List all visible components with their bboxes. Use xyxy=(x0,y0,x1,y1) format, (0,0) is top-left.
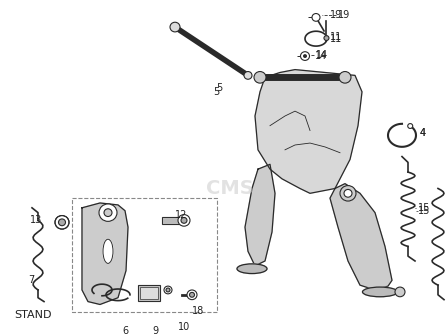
Bar xyxy=(162,216,180,224)
Polygon shape xyxy=(330,184,392,290)
Text: 4: 4 xyxy=(420,128,426,138)
Circle shape xyxy=(170,22,180,32)
Text: 11: 11 xyxy=(330,34,342,44)
Bar xyxy=(138,285,160,301)
Bar xyxy=(72,198,217,312)
Circle shape xyxy=(408,124,413,129)
Circle shape xyxy=(324,36,329,40)
Text: 15: 15 xyxy=(418,206,430,216)
Circle shape xyxy=(58,219,66,226)
Circle shape xyxy=(303,54,307,58)
Text: 7: 7 xyxy=(28,275,34,285)
Bar xyxy=(140,287,158,299)
Text: 10: 10 xyxy=(178,322,190,332)
Polygon shape xyxy=(82,203,128,305)
Bar xyxy=(140,287,158,299)
Polygon shape xyxy=(255,69,362,193)
Circle shape xyxy=(312,14,320,21)
Circle shape xyxy=(166,288,170,292)
Circle shape xyxy=(99,204,117,221)
Circle shape xyxy=(244,71,252,79)
Text: 4: 4 xyxy=(420,128,426,138)
Text: 18: 18 xyxy=(192,306,204,316)
Text: 15: 15 xyxy=(418,203,430,213)
Circle shape xyxy=(344,189,352,197)
Circle shape xyxy=(340,186,356,201)
Circle shape xyxy=(254,71,266,83)
Text: 6: 6 xyxy=(122,326,128,334)
Circle shape xyxy=(181,217,187,223)
Polygon shape xyxy=(245,164,275,266)
Text: 11: 11 xyxy=(330,32,342,42)
Text: 14: 14 xyxy=(315,51,327,61)
Ellipse shape xyxy=(237,264,267,274)
Text: 12: 12 xyxy=(175,209,187,219)
Circle shape xyxy=(178,214,190,226)
Circle shape xyxy=(187,290,197,300)
Text: CMS: CMS xyxy=(206,179,254,198)
Circle shape xyxy=(190,292,194,297)
Bar xyxy=(138,285,160,301)
Circle shape xyxy=(339,71,351,83)
Circle shape xyxy=(301,52,310,60)
Ellipse shape xyxy=(363,287,397,297)
Circle shape xyxy=(55,215,69,229)
Text: 5: 5 xyxy=(213,87,219,97)
Text: 13: 13 xyxy=(30,215,42,225)
Circle shape xyxy=(164,286,172,294)
Text: 19: 19 xyxy=(338,10,350,20)
Text: 14: 14 xyxy=(316,50,328,60)
Text: 19: 19 xyxy=(330,10,342,20)
Circle shape xyxy=(395,287,405,297)
Bar xyxy=(162,216,180,224)
Circle shape xyxy=(104,209,112,216)
Text: 5: 5 xyxy=(216,83,222,93)
Text: STAND: STAND xyxy=(14,310,51,320)
Ellipse shape xyxy=(103,239,113,264)
Text: 9: 9 xyxy=(152,326,158,334)
